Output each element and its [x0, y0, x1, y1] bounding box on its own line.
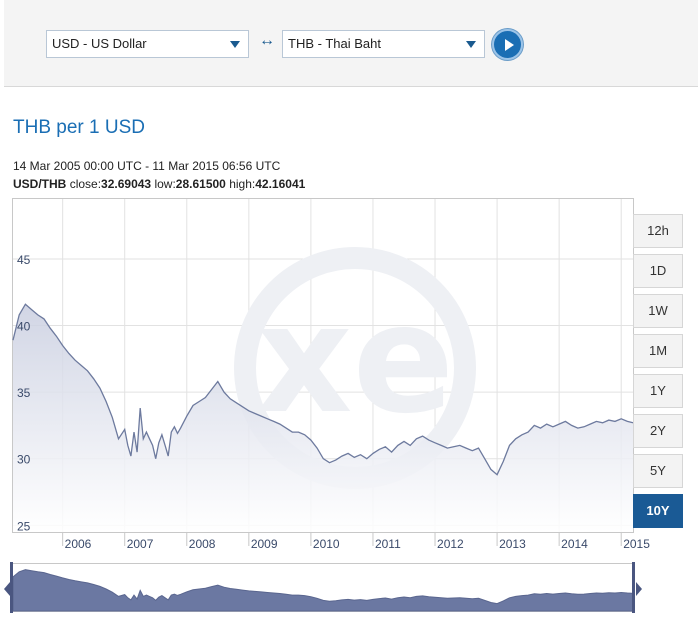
high-label: high:	[229, 177, 256, 191]
range-button-1d[interactable]: 1D	[633, 254, 683, 288]
series-line	[12, 303, 634, 476]
from-currency-select[interactable]: USD - US Dollar	[46, 30, 249, 58]
close-value: 32.69043	[101, 177, 152, 191]
scroll-right-arrow-icon[interactable]	[636, 582, 642, 596]
range-button-5y[interactable]: 5Y	[633, 454, 683, 488]
navigator-left-handle[interactable]	[10, 562, 13, 613]
x-tick-label: 2009	[251, 537, 278, 551]
range-button-1y[interactable]: 1Y	[633, 374, 683, 408]
high-value: 42.16041	[255, 177, 306, 191]
chevron-down-icon	[466, 41, 476, 48]
rate-stats: USD/THB close:32.69043 low:28.61500 high…	[13, 177, 305, 191]
range-button-1m[interactable]: 1M	[633, 334, 683, 368]
chart-title: THB per 1 USD	[13, 117, 145, 138]
y-tick-label: 40	[17, 320, 31, 334]
x-tick-label: 2010	[313, 537, 340, 551]
x-tick-label: 2006	[65, 537, 92, 551]
range-navigator[interactable]	[4, 562, 642, 613]
y-tick-label: 25	[17, 519, 31, 533]
to-currency-select[interactable]: THB - Thai Baht	[282, 30, 485, 58]
range-button-12h[interactable]: 12h	[633, 214, 683, 248]
navigator-right-handle[interactable]	[632, 562, 635, 613]
x-tick-label: 2007	[127, 537, 154, 551]
converter-bar: USD - US Dollar ↔ THB - Thai Baht	[4, 0, 698, 87]
chevron-down-icon	[230, 41, 240, 48]
close-label: close:	[69, 177, 102, 191]
svg-text:xe: xe	[256, 273, 455, 447]
range-button-2y[interactable]: 2Y	[633, 414, 683, 448]
low-label: low:	[154, 177, 176, 191]
y-tick-label: 30	[17, 453, 31, 467]
y-tick-label: 35	[17, 386, 31, 400]
range-button-10y[interactable]: 10Y	[633, 494, 683, 528]
y-tick-label: 45	[17, 253, 31, 267]
x-tick-label: 2015	[623, 537, 650, 551]
go-button[interactable]	[492, 29, 523, 60]
to-currency-value: THB - Thai Baht	[288, 36, 381, 51]
swap-arrows-icon[interactable]: ↔	[259, 32, 275, 49]
date-range: 14 Mar 2005 00:00 UTC - 11 Mar 2015 06:5…	[13, 159, 281, 173]
x-tick-label: 2013	[499, 537, 526, 551]
x-tick-label: 2014	[561, 537, 588, 551]
low-value: 28.61500	[175, 177, 226, 191]
pair-label: USD/THB	[13, 177, 67, 191]
x-tick-label: 2008	[189, 537, 216, 551]
x-tick-label: 2012	[437, 537, 464, 551]
range-button-1w[interactable]: 1W	[633, 294, 683, 328]
navigator-series	[12, 569, 634, 612]
scroll-left-arrow-icon[interactable]	[4, 582, 10, 596]
series-area	[13, 304, 633, 532]
play-icon	[505, 39, 514, 51]
rate-chart[interactable]: xe 25 30 35 40 45 2006 2007 2008 2009 2010 2011 20…	[0, 196, 698, 630]
from-currency-value: USD - US Dollar	[52, 36, 147, 51]
x-tick-label: 2011	[375, 537, 401, 551]
